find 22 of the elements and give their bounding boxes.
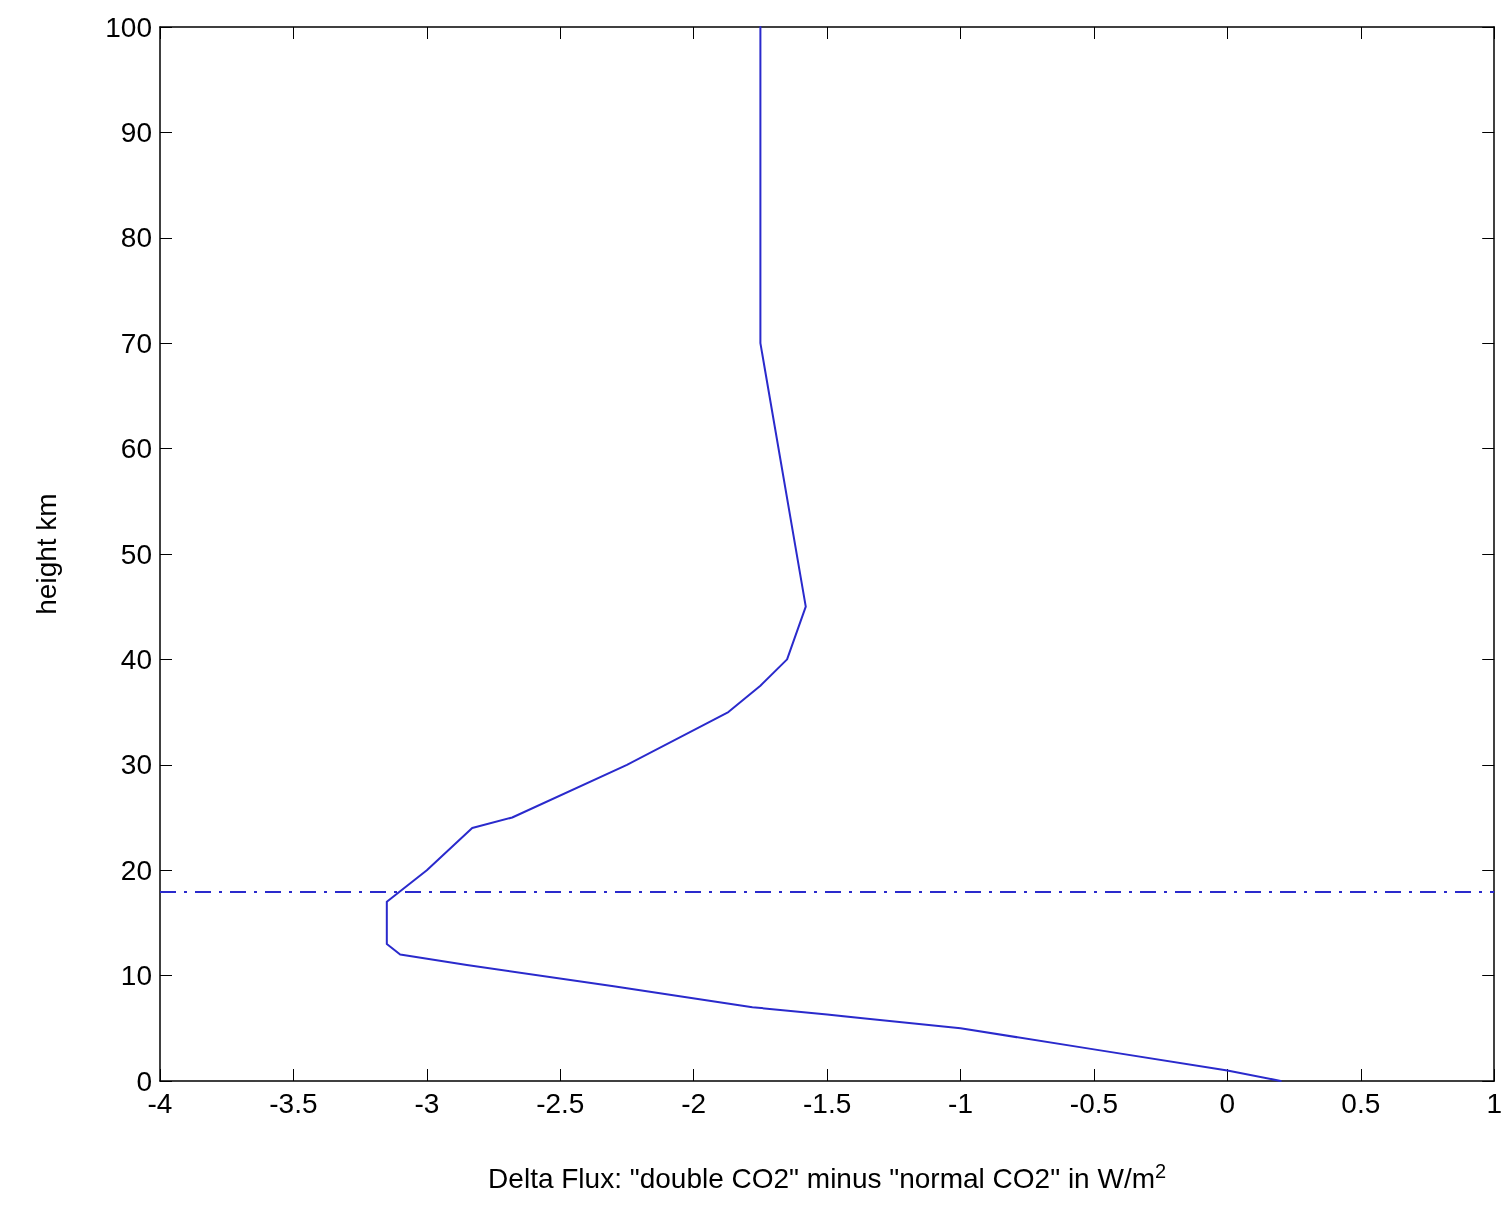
y-tick-label: 60 — [120, 433, 152, 465]
y-tick-label: 90 — [120, 116, 152, 148]
y-tick-label: 30 — [120, 749, 152, 781]
y-tick-label: 70 — [120, 327, 152, 359]
x-tick-label: 1 — [1486, 1087, 1502, 1119]
y-tick-label: 80 — [120, 222, 152, 254]
x-tick-label: -1 — [948, 1087, 973, 1119]
x-tick-label: -2 — [681, 1087, 707, 1119]
x-tick-label: -3.5 — [269, 1087, 318, 1119]
y-tick-label: 0 — [136, 1065, 152, 1097]
y-tick-label: 20 — [120, 854, 152, 886]
y-tick-label: 10 — [120, 960, 152, 992]
y-axis-title: height km — [30, 493, 62, 615]
y-tick-label: 100 — [105, 11, 152, 43]
x-tick-label: 0 — [1219, 1087, 1236, 1119]
x-tick-label: -2.5 — [536, 1087, 585, 1119]
y-tick-label: 50 — [120, 538, 152, 570]
y-tick-label: 40 — [120, 643, 152, 675]
x-tick-label: -1.5 — [802, 1087, 852, 1119]
x-tick-label: -0.5 — [1069, 1087, 1119, 1119]
x-tick-label: 0.5 — [1341, 1087, 1381, 1119]
x-tick-label: -3 — [414, 1087, 440, 1119]
